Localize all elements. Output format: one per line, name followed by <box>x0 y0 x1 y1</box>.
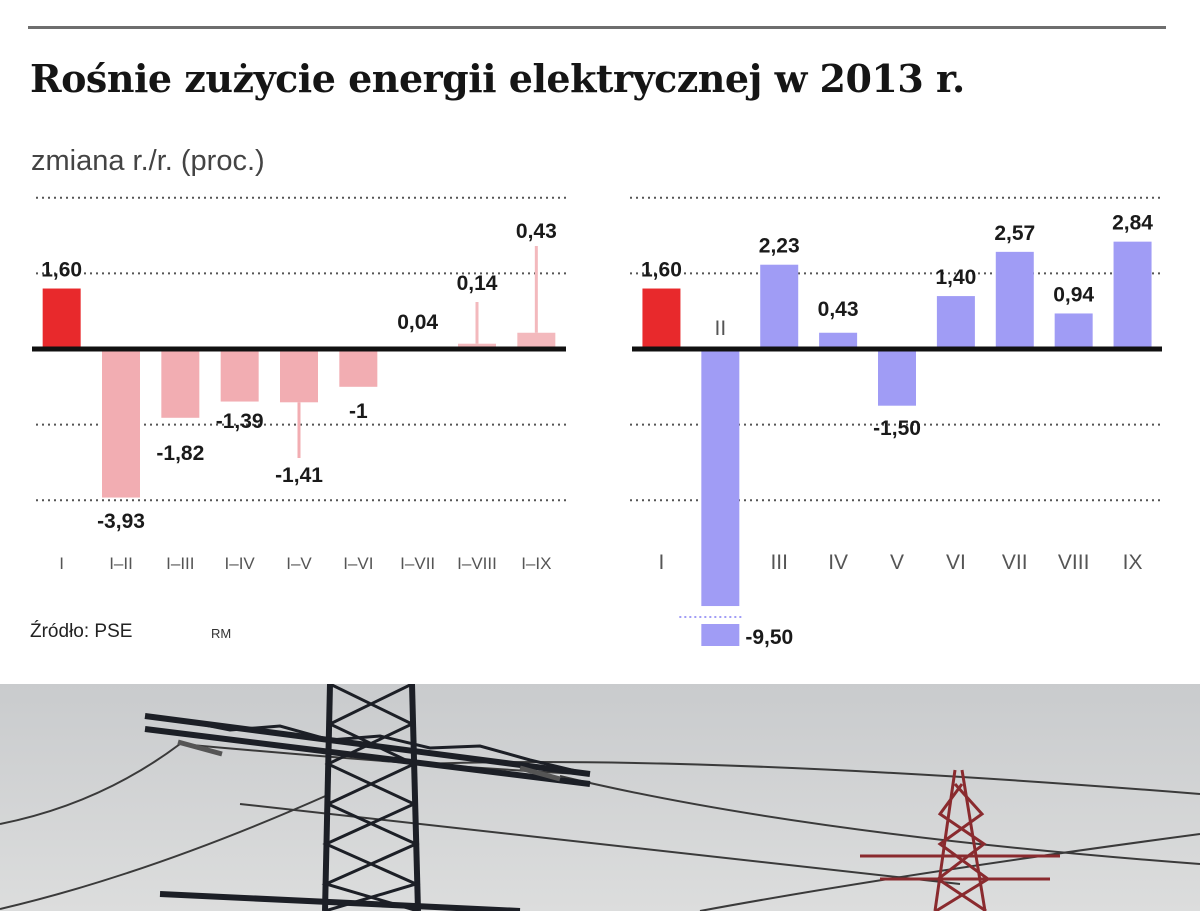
data-label-IV: 0,43 <box>818 298 859 321</box>
data-label-I: 1,60 <box>41 259 82 282</box>
tick-label-I–II: I–II <box>109 554 133 573</box>
bar-III <box>760 264 799 349</box>
tick-label-IX: IX <box>1123 551 1143 574</box>
tick-label-I: I <box>659 551 665 574</box>
data-label-I–IV: -1,39 <box>216 410 264 433</box>
chart-subtitle: zmiana r./r. (proc.) <box>31 145 265 177</box>
bar-V <box>878 349 916 406</box>
bar-VI <box>936 296 975 349</box>
data-label-I–V: -1,41 <box>275 464 323 487</box>
data-label-I–VIII: 0,14 <box>457 272 498 295</box>
data-label-II: -9,50 <box>745 626 793 649</box>
power-lines-photo <box>0 684 1200 911</box>
data-label-I–III: -1,82 <box>156 442 204 465</box>
panel-cumulative: 1,60 I -3,93 I–II -1,82 I–III -1,39 I–IV -1,41 I–… <box>32 220 566 573</box>
data-label-VIII: 0,94 <box>1053 283 1094 306</box>
chart-title: Rośnie zużycie energii elektrycznej w 20… <box>30 56 965 101</box>
author-credit: RM <box>211 626 232 641</box>
bar-stub-II <box>701 624 740 646</box>
tick-label-I–IV: I–IV <box>225 554 256 573</box>
tick-label-VII: VII <box>1002 551 1028 574</box>
bar-I–V <box>280 349 318 403</box>
tick-label-I–III: I–III <box>166 554 194 573</box>
chart-area: 1,60 I -3,93 I–II -1,82 I–III -1,39 I–IV -1,41 I–… <box>32 196 1162 649</box>
bar-I–II <box>102 349 140 498</box>
data-label-I–VII: 0,04 <box>397 311 438 334</box>
bar-IV <box>819 332 858 349</box>
data-label-I–IX: 0,43 <box>516 220 557 243</box>
tick-label-VI: VI <box>946 551 966 574</box>
gridlines <box>36 196 1162 502</box>
data-label-I: 1,60 <box>641 259 682 282</box>
bar-I <box>42 288 81 349</box>
source-note: Źródło: PSE <box>30 621 133 642</box>
data-label-I–II: -3,93 <box>97 510 145 533</box>
data-label-IX: 2,84 <box>1112 212 1153 235</box>
bar-I–VI <box>339 349 378 387</box>
bar-IX <box>1113 241 1152 349</box>
tick-label-II: II <box>714 317 726 340</box>
data-label-VII: 2,57 <box>994 222 1035 245</box>
tick-label-III: III <box>770 551 788 574</box>
data-label-V: -1,50 <box>873 417 921 440</box>
bar-I <box>642 288 681 349</box>
top-rule <box>28 26 1166 29</box>
bar-I–IV <box>220 349 259 402</box>
bar-II <box>701 349 740 607</box>
bar-VII <box>995 251 1034 349</box>
tick-label-I–V: I–V <box>286 554 312 573</box>
data-label-VI: 1,40 <box>935 266 976 289</box>
tick-label-I–IX: I–IX <box>521 554 551 573</box>
bar-I–IX <box>517 332 556 349</box>
tick-label-I: I <box>59 554 64 573</box>
tick-label-I–VI: I–VI <box>343 554 373 573</box>
bar-I–VIII <box>458 343 496 349</box>
tick-label-I–VIII: I–VIII <box>457 554 497 573</box>
tick-label-VIII: VIII <box>1058 551 1090 574</box>
data-label-III: 2,23 <box>759 235 800 258</box>
data-label-I–VI: -1 <box>349 400 368 423</box>
bar-VIII <box>1054 313 1093 349</box>
tick-label-V: V <box>890 551 904 574</box>
bar-I–III <box>161 349 200 418</box>
panel-monthly: 1,60 I -9,50 II 2,23 III 0,43 IV -1,50 V 1,40 VI 2,5… <box>632 212 1162 649</box>
tick-label-IV: IV <box>828 551 848 574</box>
tick-label-I–VII: I–VII <box>400 554 435 573</box>
